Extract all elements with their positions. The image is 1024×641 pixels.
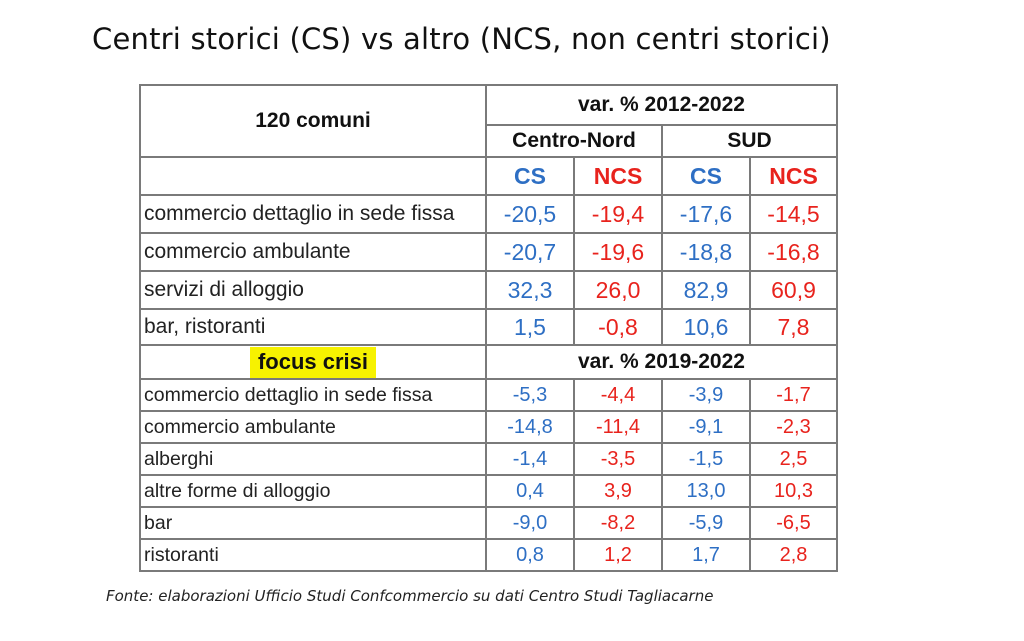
table-row: servizi di alloggio 32,3 26,0 82,9 60,9 bbox=[139, 270, 838, 310]
focus-header-row: focus crisi var. % 2019-2022 bbox=[139, 344, 838, 380]
table-row: commercio dettaglio in sede fissa -5,3 -… bbox=[139, 378, 838, 412]
value-cell: -5,3 bbox=[485, 378, 575, 412]
row-label: ristoranti bbox=[139, 538, 487, 572]
corner-header: 120 comuni bbox=[139, 84, 487, 158]
value-cell: 1,2 bbox=[573, 538, 663, 572]
row-label: commercio dettaglio in sede fissa bbox=[139, 194, 487, 234]
col-header-cs: CS bbox=[661, 156, 751, 196]
row-label: commercio dettaglio in sede fissa bbox=[139, 378, 487, 412]
col-header-ncs: NCS bbox=[749, 156, 838, 196]
region-header-centro-nord: Centro-Nord bbox=[485, 124, 663, 158]
focus-cell: focus crisi bbox=[139, 344, 487, 380]
value-cell: -1,7 bbox=[749, 378, 838, 412]
value-cell: -18,8 bbox=[661, 232, 751, 272]
value-cell: 7,8 bbox=[749, 308, 838, 346]
row-label: commercio ambulante bbox=[139, 232, 487, 272]
table-row: bar, ristoranti 1,5 -0,8 10,6 7,8 bbox=[139, 308, 838, 346]
value-cell: 10,3 bbox=[749, 474, 838, 508]
value-cell: -5,9 bbox=[661, 506, 751, 540]
value-cell: -9,1 bbox=[661, 410, 751, 444]
region-header-sud: SUD bbox=[661, 124, 838, 158]
page-title: Centri storici (CS) vs altro (NCS, non c… bbox=[92, 22, 831, 56]
value-cell: -1,5 bbox=[661, 442, 751, 476]
row-label: bar bbox=[139, 506, 487, 540]
col-header-cs: CS bbox=[485, 156, 575, 196]
value-cell: 2,8 bbox=[749, 538, 838, 572]
row-label: servizi di alloggio bbox=[139, 270, 487, 310]
row-label: commercio ambulante bbox=[139, 410, 487, 444]
value-cell: -14,8 bbox=[485, 410, 575, 444]
table-row: commercio dettaglio in sede fissa -20,5 … bbox=[139, 194, 838, 234]
row-label: altre forme di alloggio bbox=[139, 474, 487, 508]
row-label: alberghi bbox=[139, 442, 487, 476]
value-cell: -3,9 bbox=[661, 378, 751, 412]
table-row: bar -9,0 -8,2 -5,9 -6,5 bbox=[139, 506, 838, 540]
value-cell: 82,9 bbox=[661, 270, 751, 310]
value-cell: 1,5 bbox=[485, 308, 575, 346]
value-cell: -1,4 bbox=[485, 442, 575, 476]
table-row: ristoranti 0,8 1,2 1,7 2,8 bbox=[139, 538, 838, 572]
value-cell: 0,8 bbox=[485, 538, 575, 572]
value-cell: 0,4 bbox=[485, 474, 575, 508]
value-cell: 13,0 bbox=[661, 474, 751, 508]
value-cell: -19,4 bbox=[573, 194, 663, 234]
table-row: commercio ambulante -14,8 -11,4 -9,1 -2,… bbox=[139, 410, 838, 444]
value-cell: -4,4 bbox=[573, 378, 663, 412]
value-cell: -0,8 bbox=[573, 308, 663, 346]
value-cell: 1,7 bbox=[661, 538, 751, 572]
table-row: alberghi -1,4 -3,5 -1,5 2,5 bbox=[139, 442, 838, 476]
value-cell: 32,3 bbox=[485, 270, 575, 310]
value-cell: -9,0 bbox=[485, 506, 575, 540]
data-table: 120 comuni var. % 2012-2022 Centro-Nord … bbox=[139, 84, 838, 572]
value-cell: -11,4 bbox=[573, 410, 663, 444]
empty-header-cell bbox=[139, 156, 487, 196]
value-cell: -8,2 bbox=[573, 506, 663, 540]
table-row: altre forme di alloggio 0,4 3,9 13,0 10,… bbox=[139, 474, 838, 508]
value-cell: 2,5 bbox=[749, 442, 838, 476]
value-cell: 60,9 bbox=[749, 270, 838, 310]
value-cell: -16,8 bbox=[749, 232, 838, 272]
source-note: Fonte: elaborazioni Ufficio Studi Confco… bbox=[106, 587, 714, 605]
value-cell: -19,6 bbox=[573, 232, 663, 272]
row-label: bar, ristoranti bbox=[139, 308, 487, 346]
col-header-ncs: NCS bbox=[573, 156, 663, 196]
table-row: commercio ambulante -20,7 -19,6 -18,8 -1… bbox=[139, 232, 838, 272]
value-cell: -3,5 bbox=[573, 442, 663, 476]
value-cell: -17,6 bbox=[661, 194, 751, 234]
value-cell: -20,7 bbox=[485, 232, 575, 272]
period2-header: var. % 2019-2022 bbox=[485, 344, 838, 380]
value-cell: 3,9 bbox=[573, 474, 663, 508]
value-cell: -6,5 bbox=[749, 506, 838, 540]
value-cell: -20,5 bbox=[485, 194, 575, 234]
value-cell: -14,5 bbox=[749, 194, 838, 234]
value-cell: 10,6 bbox=[661, 308, 751, 346]
focus-crisi-label: focus crisi bbox=[249, 347, 377, 377]
period1-header: var. % 2012-2022 bbox=[485, 84, 838, 126]
value-cell: -2,3 bbox=[749, 410, 838, 444]
value-cell: 26,0 bbox=[573, 270, 663, 310]
